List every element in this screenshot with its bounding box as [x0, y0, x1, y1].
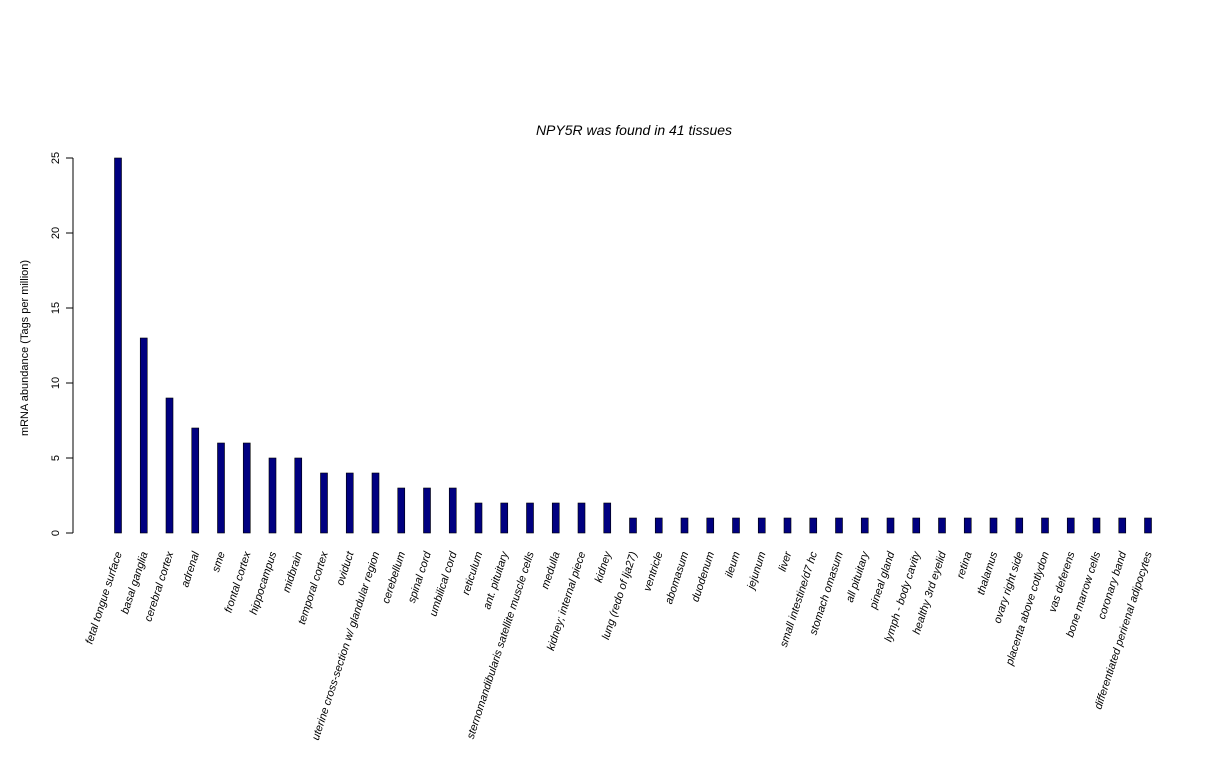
bar [526, 502, 534, 534]
y-tick-label: 10 [50, 377, 62, 389]
bar [191, 427, 200, 534]
x-tick-label: adrenal [179, 550, 202, 589]
bar [1015, 517, 1024, 534]
bar [603, 502, 612, 534]
bar [835, 517, 843, 534]
bar [706, 517, 715, 534]
bar [139, 337, 148, 534]
bar [551, 502, 560, 534]
x-tick-label: retina [955, 550, 975, 580]
bar [114, 157, 122, 534]
bar [938, 517, 946, 534]
bar [757, 517, 766, 534]
x-tick-label: cerebellum [380, 550, 408, 605]
y-tick-label: 0 [50, 530, 62, 536]
y-tick-label: 20 [50, 227, 62, 239]
bar [1144, 517, 1152, 534]
bar [1118, 517, 1127, 534]
y-axis: 0 5 10 15 20 25 [50, 152, 74, 536]
bar [1041, 517, 1049, 534]
x-tick-label: midbrain [281, 550, 305, 594]
bar [809, 517, 818, 534]
x-tick-label: liver [777, 549, 795, 573]
bar-series [114, 157, 1152, 534]
bar [165, 397, 174, 534]
x-tick-label: ventricle [642, 550, 666, 593]
x-tick-label: kidney [593, 549, 615, 584]
bar [423, 487, 431, 534]
y-tick-label: 5 [50, 455, 62, 461]
x-tick-label: umbilical cord [427, 549, 459, 618]
bar [371, 472, 380, 534]
bar [268, 457, 277, 534]
x-tick-label: duodenum [690, 550, 717, 603]
x-tick-label: frontal cortex [223, 550, 254, 615]
bar [320, 472, 328, 534]
x-tick-label: jejunum [745, 550, 769, 592]
bar [912, 517, 921, 534]
bar [294, 457, 303, 534]
bar [783, 517, 792, 534]
x-tick-label: ant. pituitary [481, 549, 511, 611]
bar [989, 517, 998, 534]
x-tick-label: reticulum [460, 550, 485, 596]
x-tick-label: oviduct [334, 549, 356, 587]
y-tick-label: 15 [50, 302, 62, 314]
y-axis-label: mRNA abundance (Tags per million) [19, 260, 31, 436]
x-tick-label: fetal tongue surface [84, 550, 125, 646]
bar [963, 517, 972, 534]
y-tick-label: 25 [50, 152, 62, 164]
bar [629, 517, 637, 534]
bar [217, 442, 225, 534]
x-tick-label: spinal cord [406, 549, 434, 604]
bar [577, 502, 586, 534]
x-tick-label: differentiated perirenal adipocytes [1092, 550, 1155, 711]
x-tick-label: hippocampus [248, 550, 280, 616]
x-tick-label: abomasum [663, 550, 691, 605]
bar [397, 487, 406, 534]
bar [860, 517, 869, 534]
x-tick-label: vas deferens [1047, 550, 1078, 614]
bar [886, 517, 895, 534]
x-tick-label: sme [210, 550, 228, 573]
bar [1092, 517, 1101, 534]
bar [680, 517, 689, 534]
x-tick-label: ileum [723, 550, 743, 579]
x-tick-label: all pituitary [844, 549, 872, 604]
x-tick-label: pineal gland [867, 549, 897, 611]
bar [654, 517, 663, 534]
bar [732, 517, 740, 534]
chart-title: NPY5R was found in 41 tissues [536, 122, 732, 138]
bar [242, 442, 251, 534]
bar [345, 472, 354, 534]
bar [474, 502, 483, 534]
x-tick-label: thalamus [975, 550, 1000, 597]
x-tick-label: medulla [539, 550, 562, 590]
bar [448, 487, 457, 534]
bar [500, 502, 509, 534]
bar [1066, 517, 1075, 534]
